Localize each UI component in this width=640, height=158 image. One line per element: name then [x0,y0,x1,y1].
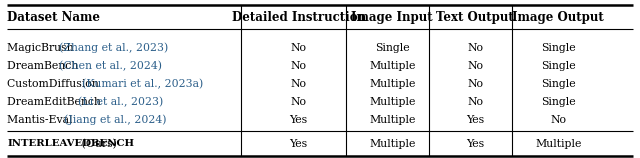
Text: (Li et al., 2023): (Li et al., 2023) [78,97,163,107]
Text: Text Output: Text Output [436,11,514,24]
Text: Dataset Name: Dataset Name [7,11,100,24]
Text: Multiple: Multiple [369,115,415,125]
Text: Mantis-Eval: Mantis-Eval [7,115,76,125]
Text: (Kumari et al., 2023a): (Kumari et al., 2023a) [83,79,204,89]
Text: DreamEditBench: DreamEditBench [7,97,104,107]
Text: No: No [291,61,307,71]
Text: (Chen et al., 2024): (Chen et al., 2024) [59,61,162,71]
Text: (Jiang et al., 2024): (Jiang et al., 2024) [63,114,166,125]
Text: No: No [467,61,483,71]
Text: Single: Single [541,61,575,71]
Text: Multiple: Multiple [369,139,415,149]
Text: MagicBrush: MagicBrush [7,43,77,53]
Text: Yes: Yes [289,139,308,149]
Text: Yes: Yes [466,139,484,149]
Text: Multiple: Multiple [369,61,415,71]
Text: Multiple: Multiple [369,97,415,107]
Text: (Zhang et al., 2023): (Zhang et al., 2023) [59,42,168,53]
Text: No: No [291,97,307,107]
Text: Single: Single [541,79,575,89]
Text: Image Input: Image Input [351,11,433,24]
Text: CustomDiffusion: CustomDiffusion [7,79,102,89]
Text: No: No [467,79,483,89]
Text: DreamBench: DreamBench [7,61,82,71]
Text: No: No [291,43,307,53]
Text: No: No [467,43,483,53]
Text: Single: Single [541,43,575,53]
Text: Yes: Yes [289,115,308,125]
Text: Single: Single [375,43,410,53]
Text: Multiple: Multiple [369,79,415,89]
Text: Multiple: Multiple [535,139,581,149]
Text: No: No [550,115,566,125]
Text: Single: Single [541,97,575,107]
Text: INTERLEAVEDBENCH: INTERLEAVEDBENCH [7,140,134,149]
Text: No: No [291,79,307,89]
Text: (Ours): (Ours) [77,139,116,149]
Text: Detailed Instruction: Detailed Instruction [232,11,365,24]
Text: Image Output: Image Output [513,11,604,24]
Text: No: No [467,97,483,107]
Text: Yes: Yes [466,115,484,125]
